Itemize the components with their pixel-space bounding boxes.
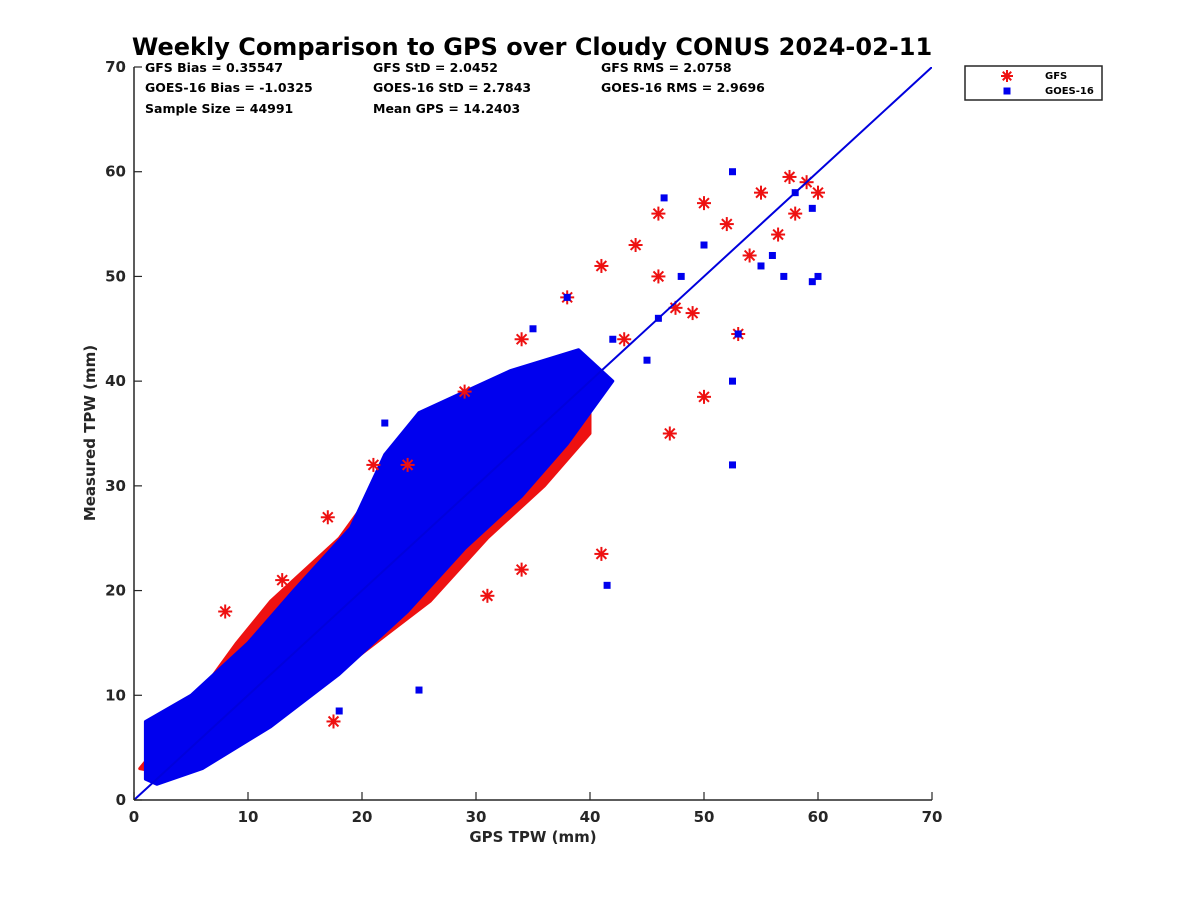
- x-tick-label: 10: [238, 808, 259, 826]
- gfs-point: [480, 588, 495, 603]
- stat-text: Sample Size = 44991: [145, 101, 293, 116]
- goes16-point: [438, 409, 446, 417]
- stat-text: GFS Bias = 0.35547: [145, 60, 283, 75]
- y-tick-label: 0: [116, 791, 126, 809]
- one-to-one-line: [134, 67, 932, 800]
- goes16-point: [729, 377, 736, 385]
- goes16-point: [660, 194, 668, 202]
- goes16-point: [700, 241, 708, 249]
- y-axis-label: Measured TPW (mm): [81, 345, 99, 521]
- gfs-point: [275, 573, 290, 588]
- x-tick-label: 50: [694, 808, 715, 826]
- gfs-point: [400, 457, 415, 472]
- gfs-point: [782, 169, 797, 184]
- gfs-point: [514, 562, 529, 577]
- x-tick-label: 30: [466, 808, 487, 826]
- gfs-point: [628, 238, 643, 253]
- legend-gfs-label: GFS: [1045, 71, 1067, 82]
- reference-line-layer: [134, 67, 932, 800]
- x-axis-label: GPS TPW (mm): [469, 828, 596, 846]
- legend: GFS GOES-16: [964, 65, 1103, 101]
- gfs-point: [218, 604, 233, 619]
- goes16-point: [734, 330, 742, 338]
- chart-title: Weekly Comparison to GPS over Cloudy CON…: [132, 33, 932, 61]
- gfs-point: [811, 185, 825, 200]
- goes16-point: [729, 168, 736, 176]
- gfs-point: [754, 185, 768, 200]
- goes16-point: [780, 272, 788, 280]
- stat-text: GOES-16 RMS = 2.9696: [601, 80, 765, 95]
- gfs-point: [719, 217, 734, 232]
- goes16-point-cloud: [143, 348, 615, 786]
- gfs-point: [594, 546, 609, 561]
- goes16-point: [814, 272, 822, 280]
- y-tick-label: 20: [105, 582, 126, 600]
- goes16-point: [381, 419, 389, 427]
- axes: 0 10 20 30 40 50 60 70 0 10 20 30 40 50 60 70: [105, 58, 942, 826]
- goes16-point: [301, 602, 309, 610]
- goes16-point: [677, 272, 685, 280]
- legend-box: [964, 65, 1103, 101]
- goes16-point: [643, 356, 651, 364]
- goes16-point: [757, 262, 765, 270]
- stat-text: GOES-16 StD = 2.7843: [373, 80, 531, 95]
- gfs-point: [366, 457, 381, 472]
- gfs-point: [617, 332, 632, 347]
- gfs-point: [697, 389, 711, 404]
- stat-text: GOES-16 Bias = -1.0325: [145, 80, 313, 95]
- y-tick-label: 30: [105, 477, 126, 495]
- gfs-point: [662, 426, 677, 441]
- goes16-point: [603, 581, 611, 589]
- gfs-point: [771, 227, 786, 242]
- x-tick-label: 70: [922, 808, 943, 826]
- scatter-clouds: [138, 348, 615, 786]
- gfs-point: [326, 714, 341, 729]
- gfs-point: [685, 306, 700, 321]
- y-tick-label: 50: [105, 267, 126, 285]
- gfs-point: [788, 206, 803, 221]
- goes16-point: [529, 325, 537, 333]
- gfs-point: [514, 332, 529, 347]
- gfs-point: [651, 269, 666, 284]
- legend-goes16-marker: [1003, 87, 1011, 95]
- y-tick-label: 70: [105, 58, 126, 76]
- gfs-point: [457, 384, 472, 399]
- x-tick-label: 60: [808, 808, 829, 826]
- goes16-point: [563, 293, 571, 301]
- legend-goes16-label: GOES-16: [1045, 86, 1094, 97]
- goes16-point: [335, 707, 343, 715]
- legend-gfs-marker: [1001, 70, 1013, 82]
- y-tick-label: 40: [105, 372, 126, 390]
- goes16-point: [808, 278, 816, 286]
- goes16-point: [609, 335, 617, 343]
- y-tick-label: 60: [105, 163, 126, 181]
- plot-area: 0 10 20 30 40 50 60 70 0 10 20 30 40 50 60 70: [105, 58, 942, 826]
- stat-text: GFS StD = 2.0452: [373, 60, 498, 75]
- stat-text: Mean GPS = 14.2403: [373, 101, 520, 116]
- goes16-point: [415, 686, 423, 694]
- stat-text: GFS RMS = 2.0758: [601, 60, 732, 75]
- goes16-point: [808, 204, 816, 212]
- x-tick-label: 0: [129, 808, 139, 826]
- stats-panel: GFS Bias = 0.35547 GFS StD = 2.0452 GFS RM…: [145, 60, 765, 116]
- gfs-point: [320, 510, 335, 525]
- gfs-point: [742, 248, 757, 263]
- goes16-point: [729, 461, 736, 469]
- gfs-point: [697, 196, 711, 211]
- gfs-point: [651, 206, 666, 221]
- x-tick-label: 20: [352, 808, 373, 826]
- y-tick-label: 10: [105, 686, 126, 704]
- gfs-point: [594, 258, 609, 273]
- x-tick-label: 40: [580, 808, 601, 826]
- goes16-point: [768, 251, 776, 259]
